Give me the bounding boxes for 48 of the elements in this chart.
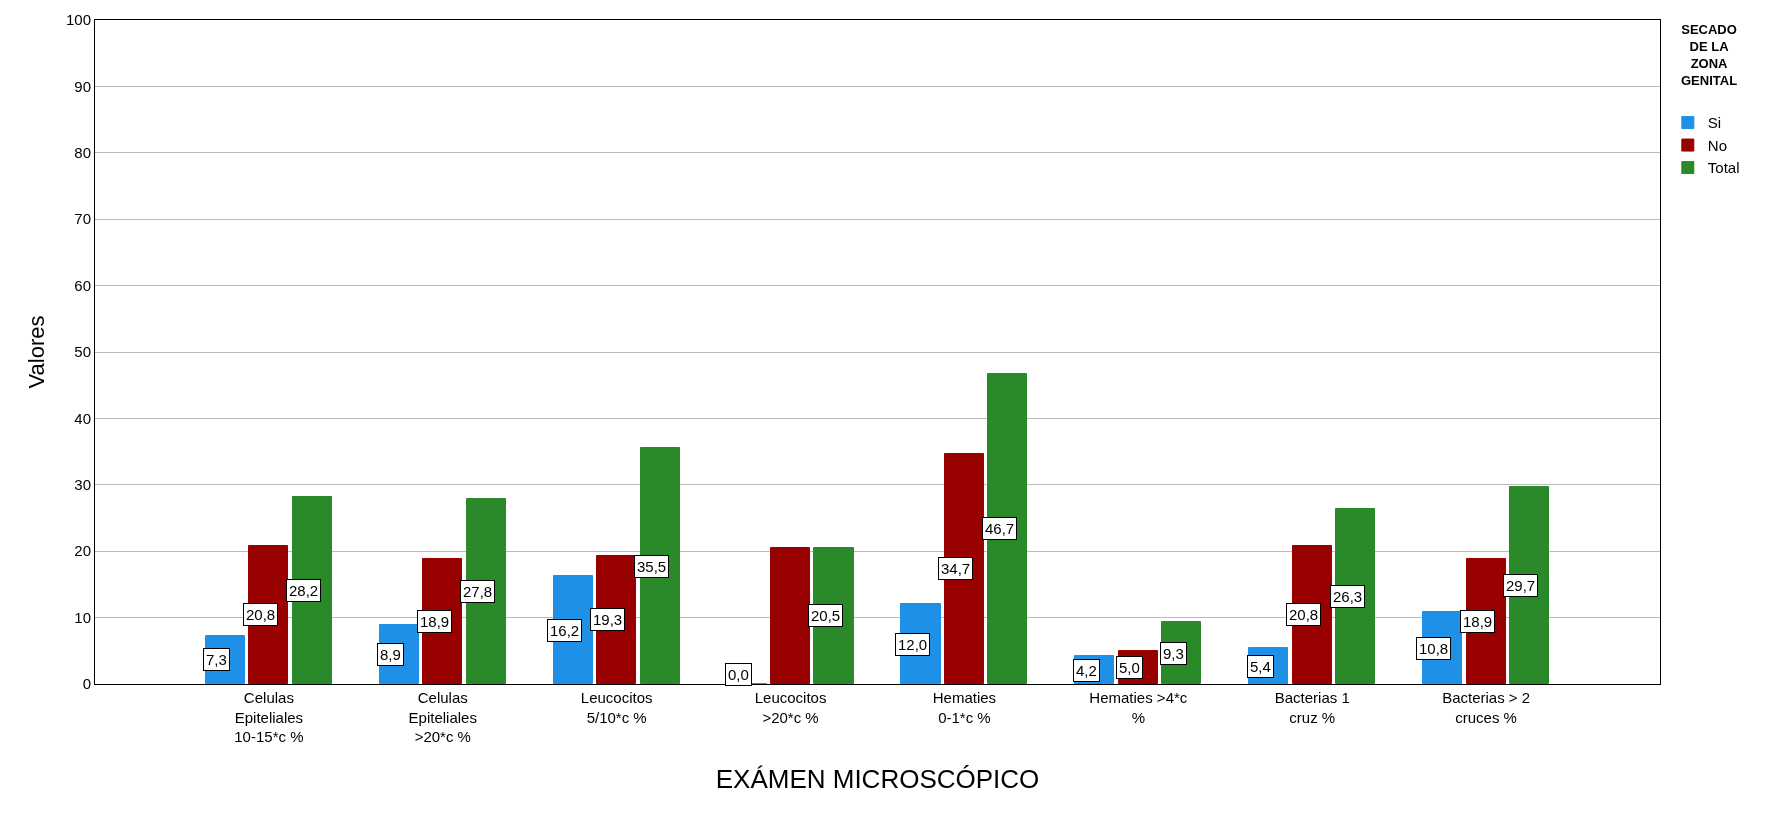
- data-label: 10,8: [1419, 640, 1449, 657]
- x-axis-title: EXÁMEN MICROSCÓPICO: [715, 763, 1040, 794]
- legend-label: No: [1707, 136, 1728, 154]
- data-label: 19,3: [593, 611, 623, 628]
- x-tick-label: Celulas Epiteliales >20*c %: [408, 689, 477, 745]
- data-label: 26,3: [1333, 588, 1363, 605]
- data-label: 7,3: [206, 651, 227, 668]
- data-label: 9,3: [1163, 645, 1184, 662]
- x-tick-label: Hematies 0-1*c %: [932, 689, 997, 726]
- y-tick-label: 0: [82, 675, 91, 693]
- data-label: 0,0: [728, 666, 749, 683]
- y-tick-label: 90: [74, 77, 91, 95]
- y-tick-label: 40: [74, 409, 91, 427]
- data-label: 35,5: [637, 558, 667, 575]
- y-tick-label: 60: [74, 276, 91, 294]
- data-label: 27,8: [463, 583, 493, 600]
- y-axis-title: Valores: [23, 315, 49, 389]
- x-tick-label: Hematies >4*c %: [1089, 689, 1188, 726]
- data-label: 18,9: [1463, 613, 1493, 630]
- data-label: 4,2: [1076, 662, 1097, 679]
- x-tick-label: Celulas Epiteliales 10-15*c %: [234, 689, 304, 745]
- x-tick-label: Leucocitos >20*c %: [754, 689, 827, 726]
- x-tick-label: Bacterias > 2 cruces %: [1442, 689, 1531, 726]
- legend-label: Si: [1707, 114, 1722, 132]
- data-label: 20,8: [1289, 606, 1319, 623]
- x-tick-label: Bacterias 1 cruz %: [1274, 689, 1350, 726]
- data-label: 29,7: [1506, 577, 1536, 594]
- data-label: 46,7: [985, 520, 1015, 537]
- y-tick-label: 30: [74, 476, 91, 494]
- data-label: 16,2: [550, 622, 580, 639]
- y-tick-label: 70: [74, 210, 91, 228]
- y-tick-label: 10: [74, 608, 91, 626]
- data-label: 5,4: [1250, 658, 1271, 675]
- y-tick-label: 80: [74, 144, 91, 162]
- data-label: 18,9: [420, 613, 450, 630]
- data-label: 8,9: [380, 646, 401, 663]
- data-label: 12,0: [898, 636, 928, 653]
- legend-title: SECADO DE LA ZONA GENITAL: [1681, 22, 1738, 88]
- legend-label: Total: [1707, 159, 1740, 177]
- y-tick-label: 100: [65, 11, 91, 29]
- data-label: 34,7: [941, 560, 971, 577]
- data-label: 20,8: [246, 606, 276, 623]
- x-tick-label: Leucocitos 5/10*c %: [580, 689, 653, 726]
- data-label: 28,2: [289, 582, 319, 599]
- data-label: 20,5: [811, 607, 841, 624]
- y-tick-label: 20: [74, 542, 91, 560]
- data-label: 5,0: [1119, 659, 1140, 676]
- y-tick-label: 50: [74, 343, 91, 361]
